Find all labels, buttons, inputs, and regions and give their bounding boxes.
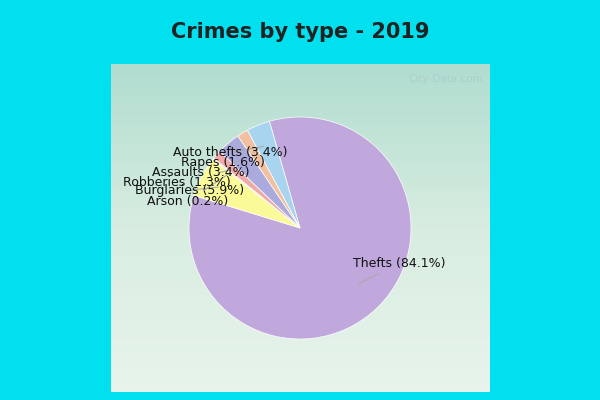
Text: Rapes (1.6%): Rapes (1.6%): [181, 152, 265, 169]
Text: Robberies (1.3%): Robberies (1.3%): [123, 170, 230, 189]
Text: Arson (0.2%): Arson (0.2%): [147, 174, 229, 208]
Text: City-Data.com: City-Data.com: [408, 74, 483, 84]
Text: Burglaries (5.9%): Burglaries (5.9%): [136, 184, 244, 197]
Wedge shape: [213, 158, 300, 228]
Text: Crimes by type - 2019: Crimes by type - 2019: [171, 22, 429, 42]
Text: Assaults (3.4%): Assaults (3.4%): [152, 161, 250, 179]
Wedge shape: [194, 159, 300, 228]
Wedge shape: [220, 136, 300, 228]
Text: Thefts (84.1%): Thefts (84.1%): [353, 257, 445, 284]
Wedge shape: [214, 151, 300, 228]
Wedge shape: [189, 117, 411, 339]
Wedge shape: [247, 121, 300, 228]
Wedge shape: [238, 130, 300, 228]
Text: Auto thefts (3.4%): Auto thefts (3.4%): [173, 146, 287, 159]
